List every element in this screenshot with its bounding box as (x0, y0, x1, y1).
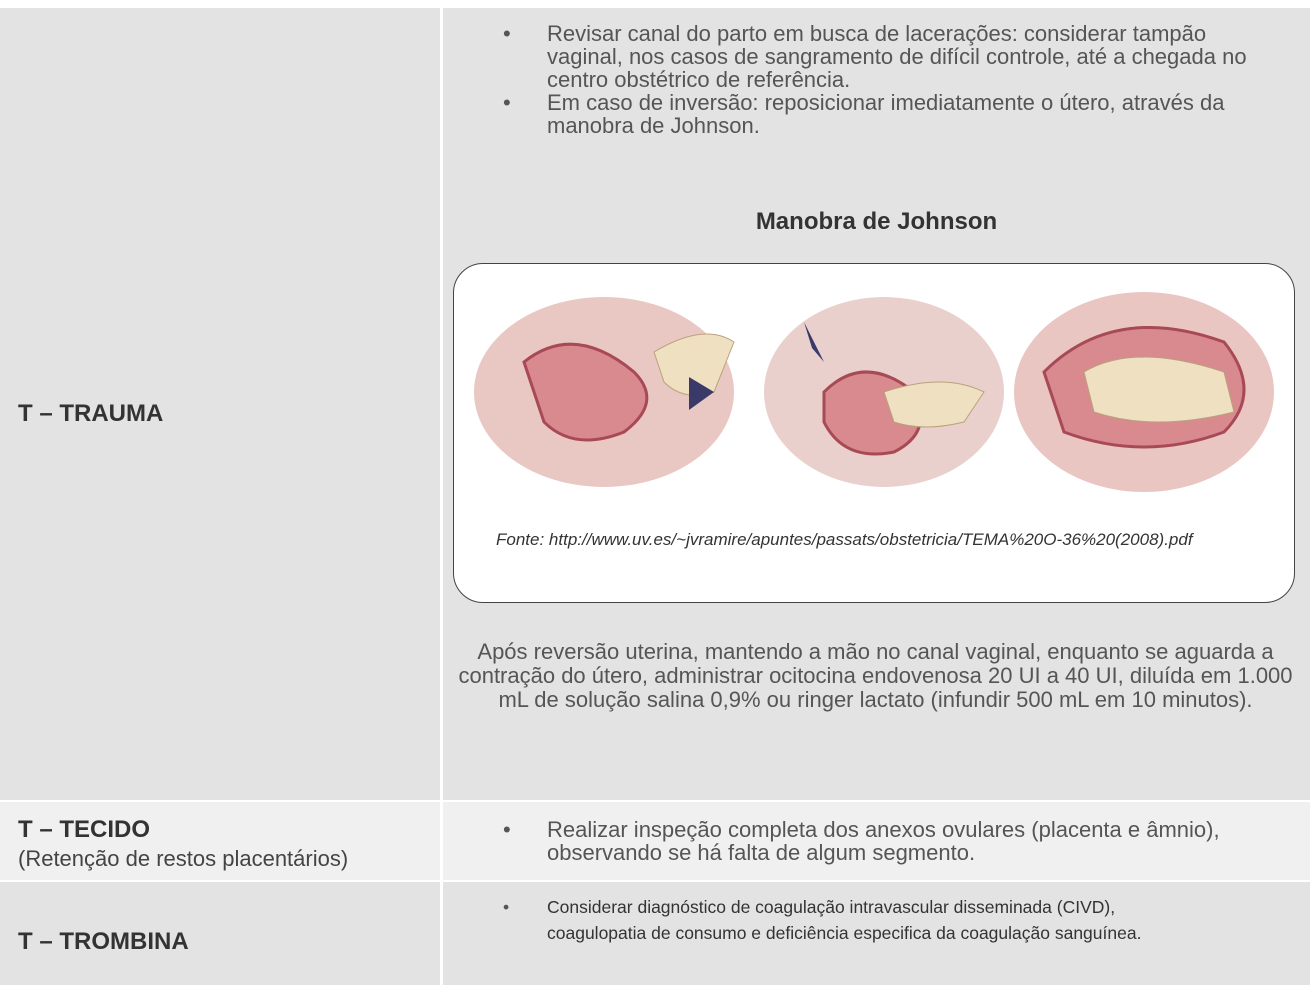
row-sublabel: (Retenção de restos placentários) (18, 846, 349, 871)
bullet: Considerar diagnóstico de coagulação int… (443, 894, 1203, 946)
content-cell: Considerar diagnóstico de coagulação int… (443, 882, 1310, 985)
label-cell: T – TECIDO (Retenção de restos placentár… (0, 802, 440, 880)
bullet-list: Revisar canal do parto em busca de lacer… (443, 22, 1263, 137)
content-cell: Revisar canal do parto em busca de lacer… (443, 8, 1310, 800)
row-label: T – TROMBINA (18, 928, 189, 955)
row-label: T – TECIDO (18, 816, 151, 843)
bullet: Realizar inspeção completa dos anexos ov… (443, 818, 1273, 864)
label-cell: T – TROMBINA (0, 882, 440, 985)
content-cell: Realizar inspeção completa dos anexos ov… (443, 802, 1310, 880)
label-cell: T – TRAUMA (0, 8, 440, 800)
illustration-panel (474, 297, 735, 487)
figure-title: Manobra de Johnson (755, 208, 998, 235)
illustration-panel (1014, 292, 1274, 492)
figure-box: Fonte: http://www.uv.es/~jvramire/apunte… (453, 263, 1295, 603)
illustration-panel (764, 297, 1004, 487)
row-label: T – TRAUMA (18, 400, 164, 427)
bullet-list: Realizar inspeção completa dos anexos ov… (443, 818, 1273, 864)
illustration (474, 292, 1274, 492)
bullet: Em caso de inversão: reposicionar imedia… (443, 91, 1263, 137)
figure-caption: Fonte: http://www.uv.es/~jvramire/apunte… (496, 530, 1193, 549)
bullet-list: Considerar diagnóstico de coagulação int… (443, 894, 1203, 946)
bullet: Revisar canal do parto em busca de lacer… (443, 22, 1263, 91)
paragraph: Após reversão uterina, mantendo a mão no… (458, 639, 1293, 712)
